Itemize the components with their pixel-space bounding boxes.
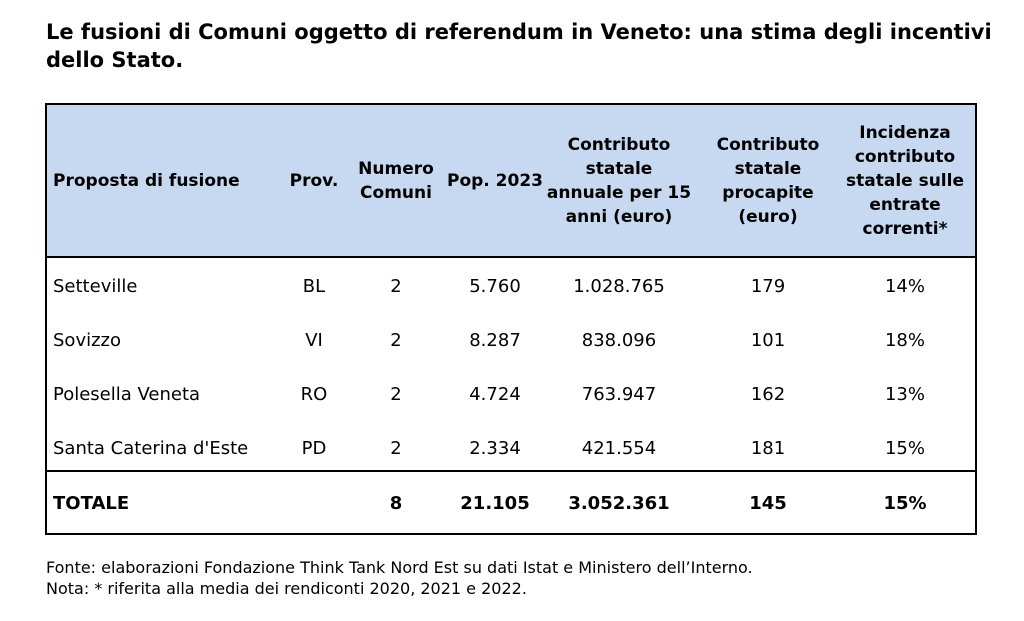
- cell-pop: 2.334: [469, 438, 521, 459]
- header-pop: Pop. 2023: [447, 170, 543, 191]
- cell-pop: 8.287: [469, 330, 521, 351]
- header-contributo-annuale: Contributo statale annuale per 15 anni (…: [546, 134, 692, 227]
- cell-proposta: Santa Caterina d'Este: [53, 438, 249, 459]
- cell-contributo-annuale: 763.947: [581, 384, 657, 405]
- cell-contributo-annuale: 1.028.765: [573, 276, 665, 297]
- cell-incidenza: 15%: [884, 438, 925, 459]
- total-row: TOTALE 8 21.105 3.052.361 145 15%: [47, 470, 975, 535]
- cell-numero-comuni: 2: [390, 330, 402, 351]
- header-proposta: Proposta di fusione: [53, 170, 240, 191]
- cell-contributo-annuale: 838.096: [581, 330, 657, 351]
- cell-contributo-procapite: 181: [750, 438, 786, 459]
- source-note: Fonte: elaborazioni Fondazione Think Tan…: [46, 558, 753, 577]
- header-incidenza: Incidenza contributo statale sulle entra…: [846, 122, 964, 239]
- cell-proposta: Polesella Veneta: [53, 384, 201, 405]
- cell-prov: RO: [300, 384, 328, 405]
- total-numero-comuni: 8: [389, 492, 403, 514]
- header-contributo-procapite: Contributo statale procapite (euro): [716, 134, 820, 227]
- table-row: Setteville BL 2 5.760 1.028.765 179 14%: [47, 260, 975, 314]
- cell-numero-comuni: 2: [390, 384, 402, 405]
- cell-incidenza: 18%: [884, 330, 925, 351]
- total-contributo-procapite: 145: [749, 492, 787, 514]
- total-pop: 21.105: [460, 492, 530, 514]
- table-header: Proposta di fusione Prov. Numero Comuni …: [47, 105, 975, 258]
- cell-proposta: Sovizzo: [53, 330, 122, 351]
- cell-contributo-annuale: 421.554: [581, 438, 657, 459]
- cell-proposta: Setteville: [53, 276, 138, 297]
- total-contributo-annuale: 3.052.361: [568, 492, 670, 514]
- cell-incidenza: 13%: [884, 384, 925, 405]
- page-title: Le fusioni di Comuni oggetto di referend…: [46, 20, 992, 72]
- table-row: Sovizzo VI 2 8.287 838.096 101 18%: [47, 314, 975, 368]
- cell-incidenza: 14%: [884, 276, 925, 297]
- table-row: Polesella Veneta RO 2 4.724 763.947 162 …: [47, 368, 975, 422]
- header-numero-comuni: Numero Comuni: [358, 158, 434, 203]
- total-prov: [283, 472, 345, 535]
- footnotes: Fonte: elaborazioni Fondazione Think Tan…: [46, 557, 996, 599]
- total-label: TOTALE: [53, 492, 130, 514]
- header-prov: Prov.: [289, 170, 339, 191]
- cell-prov: BL: [302, 276, 326, 297]
- cell-contributo-procapite: 162: [750, 384, 786, 405]
- cell-pop: 4.724: [469, 384, 521, 405]
- cell-contributo-procapite: 101: [750, 330, 786, 351]
- table-row: Santa Caterina d'Este PD 2 2.334 421.554…: [47, 422, 975, 476]
- data-table: Proposta di fusione Prov. Numero Comuni …: [45, 103, 977, 535]
- footnote: Nota: * riferita alla media dei rendicon…: [46, 579, 527, 598]
- cell-prov: PD: [301, 438, 327, 459]
- cell-numero-comuni: 2: [390, 438, 402, 459]
- total-incidenza: 15%: [883, 492, 927, 514]
- cell-numero-comuni: 2: [390, 276, 402, 297]
- cell-prov: VI: [305, 330, 323, 351]
- cell-pop: 5.760: [469, 276, 521, 297]
- cell-contributo-procapite: 179: [750, 276, 786, 297]
